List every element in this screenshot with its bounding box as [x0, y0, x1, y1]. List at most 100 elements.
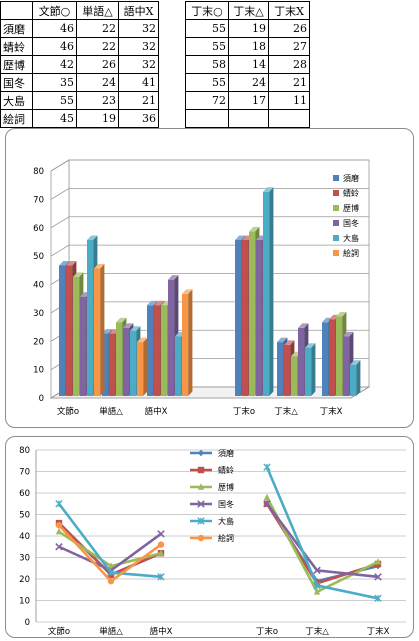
table-cell: 55	[32, 91, 77, 110]
gridline	[50, 159, 369, 172]
gap-cell	[158, 55, 186, 74]
bar-front	[130, 330, 137, 396]
table-cell: 32	[118, 37, 159, 56]
marker	[263, 493, 271, 500]
marker	[55, 542, 63, 551]
marker	[263, 499, 271, 508]
bar-front	[322, 322, 329, 396]
table-cell: 28	[268, 55, 310, 74]
bar-front	[147, 305, 154, 396]
table-cell: 11	[268, 91, 310, 110]
bar	[350, 360, 361, 396]
bar-top	[350, 360, 361, 365]
bar	[137, 337, 148, 396]
column-header: 丁末○	[185, 1, 229, 20]
bar-top	[263, 187, 274, 192]
table-cell: 21	[118, 91, 159, 110]
bar-front	[263, 191, 270, 396]
bar-front	[161, 305, 168, 396]
legend-swatch	[333, 205, 339, 211]
legend-label: 蜻蛉	[218, 465, 234, 475]
table-cell	[228, 109, 269, 128]
table-cell: 55	[185, 73, 229, 92]
marker	[197, 500, 205, 508]
column-header: 丁末X	[268, 1, 310, 20]
marker	[374, 573, 382, 581]
bar-top	[284, 340, 295, 345]
legend-label: 歴博	[343, 203, 359, 213]
y-tick-label: 30	[33, 309, 44, 319]
bar-front	[102, 333, 109, 396]
legend-label: 歴博	[218, 482, 234, 492]
data-table: 文節○ 単語△ 語中X 丁末○ 丁末△ 丁末X 須磨 46 22 32 55 19 26 蜻蛉 46 22 3…	[0, 1, 310, 128]
table-cell: 58	[185, 55, 229, 74]
table-cell: 32	[118, 55, 159, 74]
table-cell: 42	[32, 55, 77, 74]
marker	[157, 541, 165, 548]
bar-chart-panel: 0 10 20 30 40 50 60 70 80 文節o 単語△ 語中X 丁末o 丁末△ 丁末X 須磨 蜻蛉歴…	[5, 128, 414, 428]
row-label: 国冬	[0, 73, 33, 92]
marker	[197, 449, 205, 457]
table-row: 須磨 46 22 32 55 19 26	[0, 19, 310, 38]
bar-top	[130, 326, 141, 331]
bar-top	[59, 260, 70, 266]
bar-chart: 0 10 20 30 40 50 60 70 80 文節o 単語△ 語中X 丁末o 丁末△ 丁末X 須磨蜻蛉歴…	[33, 159, 371, 417]
table-cell: 72	[185, 91, 229, 110]
bar-top	[298, 323, 309, 328]
bar-top	[137, 337, 148, 343]
bar-top	[235, 235, 246, 240]
bar-top	[116, 317, 127, 323]
bar-front	[154, 305, 161, 396]
bar-front	[109, 333, 116, 396]
table-cell: 22	[76, 19, 119, 38]
bar	[182, 289, 193, 396]
marker	[107, 577, 115, 585]
bar-front	[116, 322, 123, 396]
table-cell: 22	[76, 37, 119, 56]
y-tick-label: 0	[39, 394, 44, 404]
bar-side	[188, 289, 193, 396]
y-tick-label: 20	[33, 337, 44, 347]
legend-label: 大島	[343, 233, 359, 243]
x-tick-label: 丁末o	[233, 406, 255, 417]
row-label: 絵詞	[0, 109, 33, 128]
x-tick-label: 語中X	[150, 626, 173, 637]
bar-front	[182, 293, 189, 396]
marker	[313, 588, 321, 595]
row-label: 須磨	[0, 19, 33, 38]
gap-cell	[158, 91, 186, 110]
table-cell: 41	[118, 73, 159, 92]
marker	[107, 562, 115, 569]
table-cell: 19	[228, 19, 269, 38]
table-cell: 14	[228, 55, 269, 74]
legend-swatch	[333, 250, 339, 256]
gap-cell	[158, 37, 186, 56]
legend-swatch	[333, 190, 339, 196]
x-tick-label: 文節o	[48, 626, 70, 637]
bar-top	[336, 312, 347, 317]
bar-top	[343, 331, 354, 337]
line-chart: 0 10 20 30 40 50 60 70 80 文節o 単語△ 語中X 丁末o 丁末△ 丁末X 須磨蜻蛉歴…	[19, 446, 406, 637]
column-header: 丁末△	[228, 1, 269, 20]
row-label: 蜻蛉	[0, 37, 33, 56]
x-tick-label: 丁末△	[274, 406, 298, 417]
table-cell: 36	[118, 109, 159, 128]
y-tick-label: 40	[19, 532, 30, 542]
table-header-row: 文節○ 単語△ 語中X 丁末○ 丁末△ 丁末X	[0, 1, 310, 20]
bar-front	[343, 336, 350, 396]
bar-front	[277, 342, 284, 396]
bar-front	[242, 239, 249, 396]
bar-side	[311, 343, 316, 396]
bar-front	[175, 336, 182, 396]
table-cell: 55	[185, 19, 229, 38]
table-row: 大島 55 23 21 72 17 11	[0, 91, 310, 110]
table-cell: 55	[185, 37, 229, 56]
bar-top	[168, 275, 179, 280]
y-tick-label: 40	[33, 281, 44, 291]
table-cell: 26	[76, 55, 119, 74]
table-body: 須磨 46 22 32 55 19 26 蜻蛉 46 22 32 55 18 27 歴博 42 26 32 58 14…	[0, 19, 310, 128]
bar-front	[298, 327, 305, 396]
marker	[157, 549, 165, 556]
bar-side	[100, 263, 105, 396]
y-tick-label: 0	[25, 618, 30, 628]
